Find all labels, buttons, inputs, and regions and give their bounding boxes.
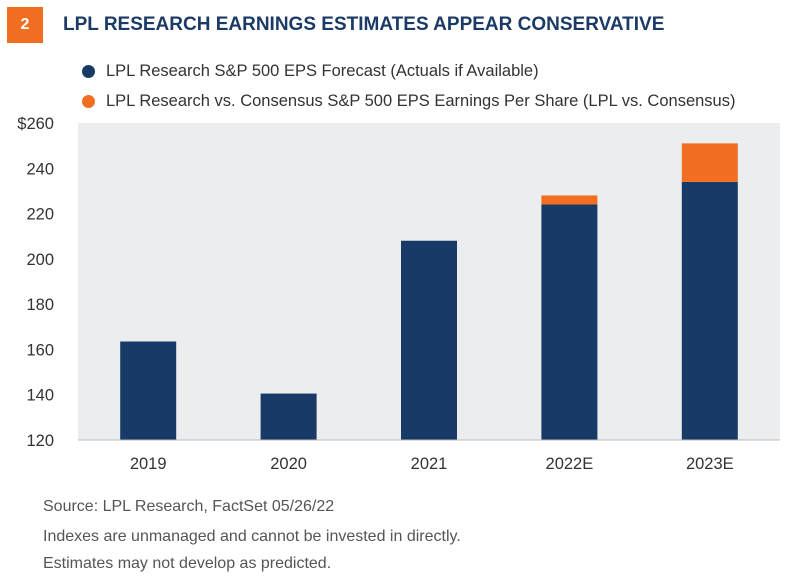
y-tick-label: 140	[26, 387, 54, 405]
x-tick-label: 2021	[411, 455, 448, 473]
legend-swatch-navy	[82, 64, 95, 78]
x-tick-label: 2019	[130, 455, 167, 473]
bar-forecast-2022E	[541, 204, 598, 440]
y-tick-label: 120	[26, 432, 54, 450]
y-tick-label: 200	[26, 251, 54, 269]
legend-item-consensus: LPL Research vs. Consensus S&P 500 EPS E…	[82, 86, 735, 116]
legend-label-forecast: LPL Research S&P 500 EPS Forecast (Actua…	[106, 61, 539, 80]
bar-chart: 120 140 160 180 200 220 240 $260 2019 2020 2021 202…	[17, 115, 780, 473]
y-tick-label: 220	[26, 206, 54, 224]
source-note: Source: LPL Research, FactSet 05/26/22	[43, 498, 335, 515]
x-tick-label: 2023E	[686, 455, 734, 473]
x-tick-label: 2020	[270, 455, 307, 473]
disclaimer-note: Indexes are unmanaged and cannot be inve…	[43, 528, 461, 545]
bar-forecast-2019	[120, 341, 177, 440]
figure-number-badge: 2	[7, 7, 43, 43]
bar-consensus-gap-2023E	[681, 143, 738, 182]
legend-item-forecast: LPL Research S&P 500 EPS Forecast (Actua…	[82, 56, 735, 86]
y-tick-label: 180	[26, 296, 54, 314]
legend: LPL Research S&P 500 EPS Forecast (Actua…	[82, 56, 735, 116]
bar-forecast-2020	[260, 393, 317, 440]
chart-title: LPL RESEARCH EARNINGS ESTIMATES APPEAR C…	[63, 14, 665, 35]
bar-consensus-gap-2022E	[541, 195, 598, 205]
y-tick-label: $260	[17, 115, 54, 133]
y-tick-label: 160	[26, 341, 54, 359]
bar-forecast-2023E	[681, 181, 738, 440]
legend-swatch-orange	[82, 94, 95, 108]
legend-label-consensus: LPL Research vs. Consensus S&P 500 EPS E…	[106, 91, 736, 110]
x-tick-label: 2022E	[546, 455, 594, 473]
bar-forecast-2021	[401, 240, 457, 440]
y-tick-label: 240	[26, 160, 54, 178]
estimates-note: Estimates may not develop as predicted.	[43, 555, 332, 572]
